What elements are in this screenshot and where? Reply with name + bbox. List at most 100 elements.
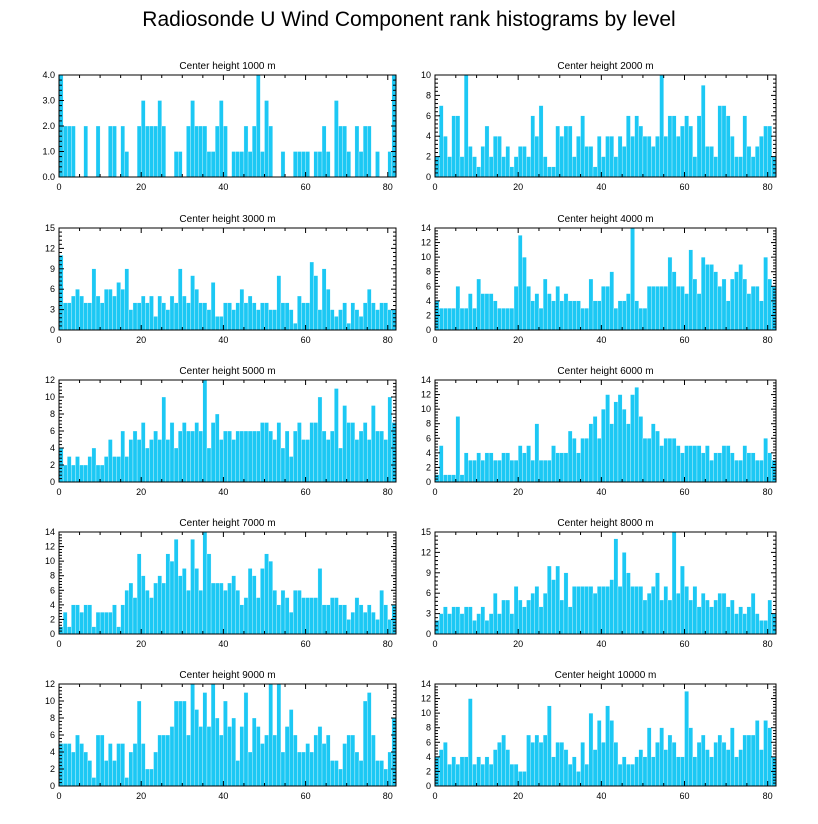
histogram-bar xyxy=(663,749,669,787)
histogram-bar xyxy=(75,604,80,635)
histogram-bar xyxy=(692,445,698,483)
histogram-bar xyxy=(256,309,261,331)
y-tick-label: 6 xyxy=(50,284,55,294)
histogram-bar xyxy=(264,422,269,483)
y-tick-label: 8 xyxy=(50,571,55,581)
histogram-bar xyxy=(91,626,97,635)
histogram-bar xyxy=(638,125,644,178)
histogram-bar xyxy=(350,611,356,635)
histogram-bar xyxy=(260,151,265,178)
histogram-bar xyxy=(655,136,660,178)
histogram-bar xyxy=(630,394,635,483)
histogram-bar xyxy=(104,289,109,331)
histogram-bar xyxy=(256,74,261,178)
histogram-bar xyxy=(439,613,444,635)
x-tick-label: 40 xyxy=(218,182,228,192)
histogram-bar xyxy=(120,430,125,483)
histogram-bar xyxy=(559,452,565,483)
histogram-bar xyxy=(321,604,327,635)
histogram-bar xyxy=(194,125,199,178)
histogram-bar xyxy=(655,430,660,483)
histogram-bar xyxy=(509,307,515,331)
histogram-bar xyxy=(459,156,465,178)
histogram-bar xyxy=(700,85,706,178)
histogram-bar xyxy=(605,586,610,635)
histogram-bar xyxy=(239,430,245,483)
histogram-bar xyxy=(676,136,681,178)
histogram-bar xyxy=(551,579,556,635)
histogram-bar xyxy=(210,282,216,331)
histogram-bar xyxy=(280,151,286,178)
histogram-bar xyxy=(128,582,134,635)
x-tick-label: 80 xyxy=(763,335,773,345)
histogram-bar xyxy=(358,430,364,483)
histogram-bar xyxy=(305,151,310,178)
histogram-bar xyxy=(371,734,376,787)
histogram-bar xyxy=(742,278,748,331)
x-tick-label: 40 xyxy=(596,791,606,801)
x-tick-label: 80 xyxy=(383,487,393,497)
x-axis: 0 20 40 60 80 xyxy=(56,380,393,497)
histogram-bar xyxy=(663,438,669,483)
y-axis: 0 2 4 6 8 10 12 14 xyxy=(421,375,776,487)
panel-title: Center height 10000 m xyxy=(555,670,657,681)
x-tick-label: 60 xyxy=(301,182,311,192)
histogram-bar xyxy=(463,307,469,331)
histogram-bar xyxy=(83,464,88,483)
histogram-bar xyxy=(321,743,327,787)
x-tick-label: 40 xyxy=(218,639,228,649)
histogram-bar xyxy=(173,539,179,635)
histogram-bar xyxy=(742,734,748,787)
histogram-bar xyxy=(338,309,343,331)
histogram-bar xyxy=(588,712,594,787)
histogram-bar xyxy=(346,734,351,787)
x-tick-label: 0 xyxy=(56,182,61,192)
y-tick-label: 6 xyxy=(426,111,431,121)
histogram-bar xyxy=(567,606,573,635)
histogram-bar xyxy=(434,156,440,178)
x-tick-label: 60 xyxy=(301,487,311,497)
x-tick-label: 0 xyxy=(432,335,437,345)
histogram-bar xyxy=(522,606,527,635)
histogram-bar xyxy=(526,156,531,178)
histogram-bar xyxy=(567,125,573,178)
histogram-bar xyxy=(58,255,64,331)
histogram-bar xyxy=(227,726,232,787)
histogram-bar xyxy=(513,763,519,787)
histogram-bar xyxy=(472,620,477,635)
histogram-bar xyxy=(293,590,298,635)
histogram-bar xyxy=(186,590,191,635)
histogram-bar xyxy=(526,599,531,635)
histogram-bar xyxy=(227,430,232,483)
histogram-panel-6: Center height 6000 m 0 20 40 60 80 0 2 4 6 8 10 12 14 xyxy=(421,366,777,497)
histogram-bar xyxy=(746,452,752,483)
histogram-bar xyxy=(688,599,693,635)
histogram-bar xyxy=(547,293,552,331)
histogram-bar xyxy=(597,136,602,178)
y-tick-label: 10 xyxy=(421,252,431,262)
histogram-bar xyxy=(634,586,639,635)
histogram-bar xyxy=(198,125,203,178)
histogram-bar xyxy=(108,439,113,483)
histogram-bar xyxy=(149,295,154,331)
x-tick-label: 20 xyxy=(513,182,523,192)
histogram-bar xyxy=(165,309,171,331)
histogram-bar xyxy=(480,459,486,483)
histogram-bar xyxy=(313,734,319,787)
histogram-bar xyxy=(763,438,768,483)
histogram-bar xyxy=(190,539,195,635)
histogram-bar xyxy=(354,439,360,483)
histogram-bar xyxy=(243,597,249,635)
histogram-bar xyxy=(451,606,456,635)
y-tick-label: 8 xyxy=(426,90,431,100)
histogram-bar xyxy=(95,734,101,787)
histogram-bar xyxy=(447,763,452,787)
histogram-bar xyxy=(256,430,261,483)
histogram-bar xyxy=(667,734,673,787)
y-tick-label: 6 xyxy=(50,426,55,436)
histogram-bar xyxy=(284,430,290,483)
histogram-bar xyxy=(439,105,444,178)
histogram-bar xyxy=(676,286,681,331)
histogram-bar xyxy=(463,756,469,787)
y-tick-label: 14 xyxy=(45,527,55,537)
